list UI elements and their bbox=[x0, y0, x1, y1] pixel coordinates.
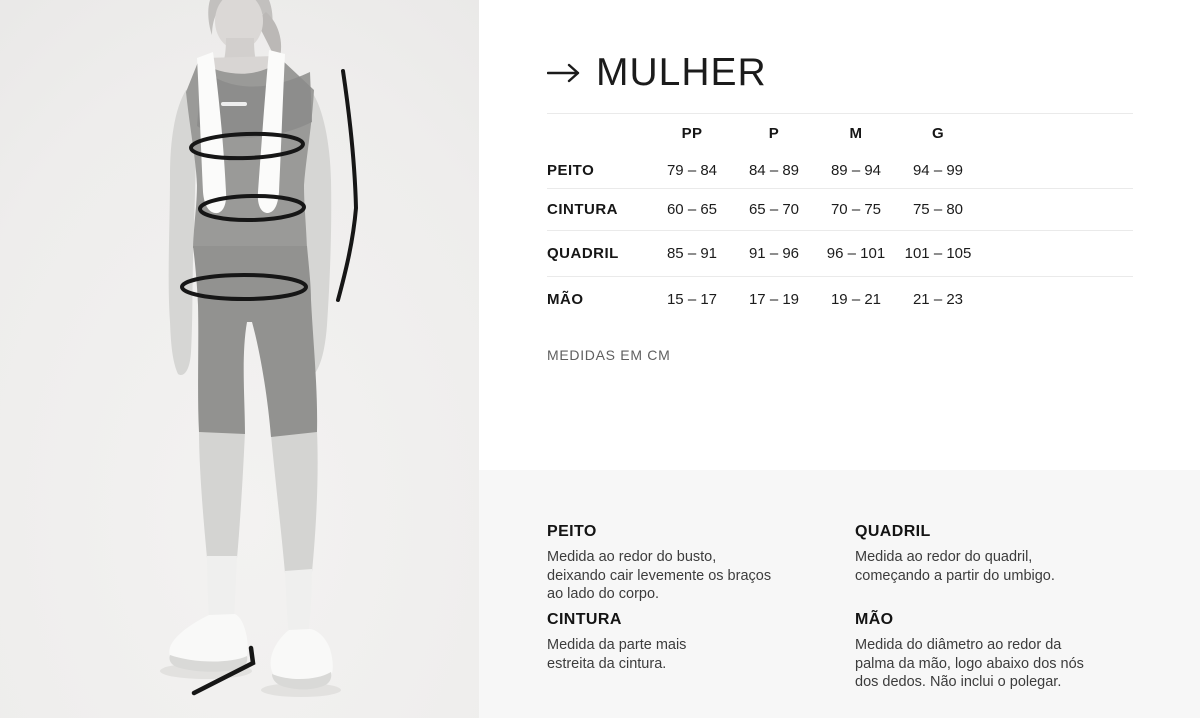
face bbox=[215, 0, 263, 50]
cell-value: 17 – 19 bbox=[748, 290, 800, 308]
description-line: ao lado do corpo. bbox=[547, 586, 660, 603]
cell-value: 84 – 89 bbox=[748, 161, 800, 179]
arm-length-line bbox=[336, 69, 359, 302]
cell-value: 85 – 91 bbox=[666, 245, 718, 262]
table-row-mao: MÃO 15 – 17 17 – 19 19 – 21 21 – 23 bbox=[547, 277, 1133, 321]
right-sock bbox=[285, 569, 312, 636]
cell-value: 94 – 99 bbox=[912, 161, 964, 179]
measurement-lines bbox=[180, 69, 359, 696]
description-line: começando a partir do umbigo. bbox=[855, 567, 1055, 584]
description-peito: PEITO Medida ao redor do busto, deixando… bbox=[547, 523, 855, 611]
cell-value: 91 – 96 bbox=[748, 245, 800, 262]
description-line: palma da mão, logo abaixo dos nós bbox=[855, 655, 1084, 672]
measurement-descriptions-section: PEITO Medida ao redor do busto, deixando… bbox=[479, 470, 1200, 718]
right-bib-strap bbox=[257, 50, 285, 213]
description-line: dos dedos. Não inclui o polegar. bbox=[855, 674, 1062, 691]
size-column-header: P bbox=[768, 124, 780, 142]
description-quadril: QUADRIL Medida ao redor do quadril, come… bbox=[855, 523, 1195, 611]
waist-circumference-line bbox=[198, 193, 306, 223]
cell-value: 21 – 23 bbox=[912, 290, 964, 308]
units-note: MEDIDAS EM CM bbox=[547, 347, 671, 363]
cell-value: 75 – 80 bbox=[912, 201, 964, 218]
row-label: QUADRIL bbox=[547, 245, 619, 262]
description-heading: QUADRIL bbox=[855, 523, 931, 540]
description-cintura: CINTURA Medida da parte mais estreita da… bbox=[547, 611, 855, 692]
description-heading: MÃO bbox=[855, 611, 894, 628]
right-leg bbox=[271, 431, 318, 573]
cell-value: 101 – 105 bbox=[904, 245, 972, 262]
left-bib-strap bbox=[197, 52, 227, 214]
size-column-header: M bbox=[849, 124, 863, 142]
model-figure-illustration bbox=[0, 0, 479, 718]
cell-value: 96 – 101 bbox=[826, 245, 886, 262]
size-guide-panel: MULHER PP P M G PEITO 79 – 84 84 – 89 89… bbox=[479, 0, 1200, 470]
description-line: estreita da cintura. bbox=[547, 655, 667, 672]
model-body bbox=[168, 0, 333, 690]
section-header[interactable]: MULHER bbox=[547, 53, 767, 92]
table-row-cintura: CINTURA 60 – 65 65 – 70 70 – 75 75 – 80 bbox=[547, 189, 1133, 231]
row-label: CINTURA bbox=[547, 201, 618, 218]
left-sock bbox=[207, 556, 237, 618]
description-line: Medida do diâmetro ao redor da bbox=[855, 637, 1062, 653]
model-photo bbox=[0, 0, 479, 718]
description-heading: CINTURA bbox=[547, 611, 622, 628]
cell-value: 65 – 70 bbox=[748, 201, 800, 218]
cell-value: 70 – 75 bbox=[830, 201, 882, 218]
cell-value: 19 – 21 bbox=[830, 290, 882, 308]
size-column-header: PP bbox=[681, 124, 703, 142]
description-heading: PEITO bbox=[547, 523, 597, 540]
description-line: Medida ao redor do quadril, bbox=[855, 549, 1033, 565]
left-shoe bbox=[169, 614, 248, 671]
cell-value: 60 – 65 bbox=[666, 201, 718, 218]
hip-circumference-line bbox=[180, 273, 308, 301]
chest-circumference-line bbox=[189, 131, 305, 161]
foot-length-line bbox=[191, 645, 256, 696]
left-arm bbox=[168, 88, 197, 376]
cell-value: 79 – 84 bbox=[666, 161, 718, 179]
description-line: Medida ao redor do busto, bbox=[547, 549, 717, 565]
table-row-quadril: QUADRIL 85 – 91 91 – 96 96 – 101 101 – 1… bbox=[547, 231, 1133, 277]
jersey-logo bbox=[221, 102, 247, 106]
right-shoe bbox=[270, 629, 333, 687]
size-column-header: G bbox=[931, 124, 945, 142]
bib-shorts bbox=[193, 246, 318, 437]
table-row-peito: PEITO 79 – 84 84 – 89 89 – 94 94 – 99 bbox=[547, 152, 1133, 189]
description-line: Medida da parte mais bbox=[547, 637, 687, 653]
cell-value: 89 – 94 bbox=[830, 161, 882, 179]
left-leg bbox=[199, 430, 245, 558]
row-label: PEITO bbox=[547, 161, 595, 179]
size-table-header-row: PP P M G bbox=[547, 114, 1133, 152]
page-title: MULHER bbox=[596, 51, 767, 94]
size-table: PP P M G PEITO 79 – 84 84 – 89 89 – 94 9… bbox=[547, 113, 1133, 321]
description-mao: MÃO Medida do diâmetro ao redor da palma… bbox=[855, 611, 1195, 692]
description-line: deixando cair levemente os braços bbox=[547, 567, 772, 584]
row-label: MÃO bbox=[547, 290, 584, 308]
arrow-right-icon bbox=[547, 63, 580, 82]
cell-value: 15 – 17 bbox=[666, 290, 718, 308]
